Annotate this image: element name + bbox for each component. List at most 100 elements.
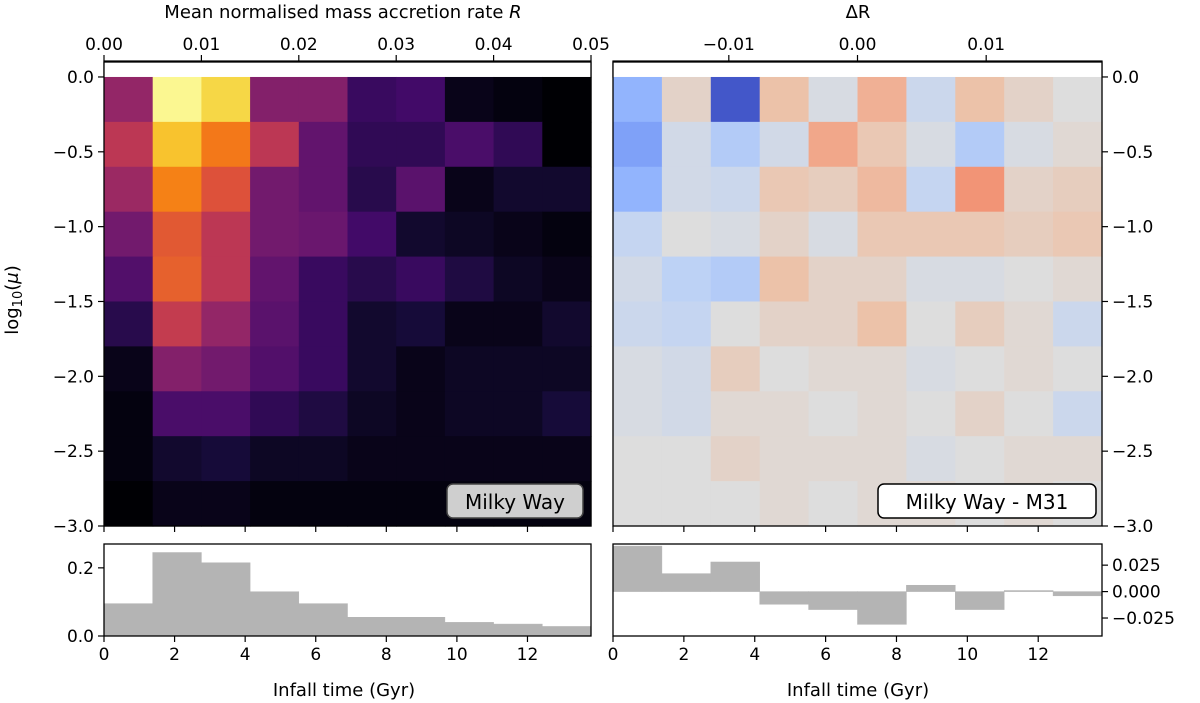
heatmap-cell-r2-c7 bbox=[444, 166, 495, 213]
panel-label-right-box bbox=[877, 483, 1097, 519]
marginal-bar-3 bbox=[249, 591, 300, 637]
y-tick-label: −2.0 bbox=[53, 367, 94, 387]
heatmap-cell-r2-c4 bbox=[298, 166, 349, 213]
y-tick-label: −2.5 bbox=[1112, 442, 1153, 462]
heatmap-cell-r7-c2 bbox=[201, 391, 251, 437]
heatmap-cell-r6-c7 bbox=[444, 346, 495, 392]
heatmap-cell-r1-c5 bbox=[857, 121, 907, 168]
panel-label-right: Milky Way - M31 bbox=[877, 483, 1097, 519]
heatmap-cell-r2-c7 bbox=[955, 166, 1005, 213]
marginal-bar-4 bbox=[808, 591, 858, 610]
heatmap-cell-r0-c9 bbox=[1053, 76, 1103, 123]
heatmap-cell-r2-c6 bbox=[396, 166, 446, 213]
x-axis-label-left: Infall time (Gyr) bbox=[273, 680, 415, 701]
heatmap-cell-r3-c1 bbox=[661, 211, 712, 258]
colorbar-tick-label: 0.04 bbox=[475, 35, 513, 55]
heatmap-cell-r8-c6 bbox=[396, 436, 446, 482]
heatmap-cell-r8-c9 bbox=[1053, 436, 1103, 482]
marginal-frame bbox=[103, 543, 592, 637]
marginal-bar-milky-way-minus-m31: 0.025 0.000 −0.025 0 2 4 6 8 10 12 bbox=[608, 543, 1175, 665]
heatmap-cell-r2-c5 bbox=[347, 166, 397, 213]
heatmap-cell-r0-c4 bbox=[808, 76, 859, 123]
heatmap-cell-r1-c2 bbox=[201, 121, 251, 168]
heatmap-cell-r0-c2 bbox=[201, 76, 251, 123]
heatmap-cell-r3-c5 bbox=[347, 211, 397, 258]
heatmap-cell-r1-c3 bbox=[250, 121, 300, 168]
heatmap-cell-r0-c9 bbox=[542, 76, 592, 123]
heatmap-cell-r9-c0 bbox=[104, 481, 154, 527]
heatmap-cell-r9-c0 bbox=[613, 481, 663, 527]
marginal-bar-9 bbox=[1052, 591, 1103, 597]
heatmap-cell-r9-c2 bbox=[201, 481, 251, 527]
heatmap-cell-r8-c2 bbox=[201, 436, 251, 482]
heatmap-cell-r6-c5 bbox=[347, 346, 397, 392]
x-tick-label: 10 bbox=[957, 645, 979, 665]
heatmap-frame bbox=[612, 61, 1103, 527]
heatmap-cell-r1-c1 bbox=[661, 121, 712, 168]
heatmap-cell-r8-c6 bbox=[906, 436, 956, 482]
heatmap-cell-r8-c5 bbox=[857, 436, 907, 482]
heatmap-cell-r2-c3 bbox=[250, 166, 300, 213]
heatmap-cell-r5-c4 bbox=[808, 301, 859, 347]
marginal-frame bbox=[612, 543, 1103, 637]
heatmap-cell-r1-c6 bbox=[396, 121, 446, 168]
heatmap-cell-r1-c4 bbox=[808, 121, 859, 168]
heatmap-cell-r5-c7 bbox=[444, 301, 495, 347]
heatmap-cell-r4-c0 bbox=[613, 256, 663, 303]
heatmap-cell-r5-c7 bbox=[955, 301, 1005, 347]
y-axis-label: log10(μ) bbox=[2, 265, 26, 335]
heatmap-cell-r3-c3 bbox=[759, 211, 810, 258]
panel-label-left: Milky Way bbox=[446, 483, 584, 519]
marginal-y-tick-label: 0.0 bbox=[67, 627, 94, 647]
marginal-y-tick-label: −0.025 bbox=[1112, 609, 1175, 629]
heatmap-cell-r7-c0 bbox=[104, 391, 154, 437]
heatmap-cell-r7-c0 bbox=[613, 391, 663, 437]
heatmap-cell-r0-c6 bbox=[396, 76, 446, 123]
y-tick-label: −1.0 bbox=[1112, 218, 1153, 238]
heatmap-cell-r7-c9 bbox=[542, 391, 592, 437]
heatmap-cell-r6-c4 bbox=[808, 346, 859, 392]
heatmap-cell-r3-c6 bbox=[396, 211, 446, 258]
heatmap-cell-r4-c6 bbox=[396, 256, 446, 303]
y-tick-label: 0.0 bbox=[67, 68, 94, 88]
marginal-bar-7 bbox=[444, 622, 494, 637]
y-tick-label: −1.5 bbox=[53, 292, 94, 312]
marginal-bar-5 bbox=[857, 591, 907, 625]
x-tick-label: 4 bbox=[240, 645, 251, 665]
x-tick-label: 2 bbox=[678, 645, 689, 665]
heatmap-cell-r7-c3 bbox=[250, 391, 300, 437]
heatmap-cell-r8-c5 bbox=[347, 436, 397, 482]
marginal-bar-1 bbox=[152, 552, 202, 637]
colorbar-tick-label: 0.01 bbox=[182, 35, 220, 55]
heatmap-cell-r8-c7 bbox=[955, 436, 1005, 482]
heatmap-cell-r1-c3 bbox=[759, 121, 810, 168]
heatmap-milky-way: 0.0 −0.5 −1.0 −1.5 −2.0 −2.5 −3.0 bbox=[53, 61, 592, 537]
heatmap-cell-r6-c6 bbox=[396, 346, 446, 392]
colorbar-tick-label: 0.02 bbox=[280, 35, 318, 55]
heatmap-cell-r5-c9 bbox=[542, 301, 592, 347]
heatmap-cell-r7-c5 bbox=[857, 391, 907, 437]
heatmap-cell-r9-c4 bbox=[298, 481, 349, 527]
heatmap-cell-r3-c9 bbox=[1053, 211, 1103, 258]
heatmap-cell-r5-c6 bbox=[906, 301, 956, 347]
heatmap-milky-way-minus-m31: 0.0 −0.5 −1.0 −1.5 −2.0 −2.5 −3.0 bbox=[612, 61, 1153, 537]
heatmap-cell-r6-c1 bbox=[152, 346, 202, 392]
marginal-bar-4 bbox=[298, 603, 348, 637]
heatmap-cell-r3-c8 bbox=[1004, 211, 1054, 258]
heatmap-cell-r3-c7 bbox=[444, 211, 495, 258]
heatmap-cell-r5-c1 bbox=[661, 301, 712, 347]
heatmap-cell-r8-c0 bbox=[104, 436, 154, 482]
x-axis-label-right: Infall time (Gyr) bbox=[787, 680, 929, 701]
heatmap-cell-r1-c5 bbox=[347, 121, 397, 168]
heatmap-cell-r1-c0 bbox=[104, 121, 154, 168]
colorbar-tick-label: 0.00 bbox=[839, 35, 877, 55]
heatmap-cell-r0-c5 bbox=[347, 76, 397, 123]
heatmap-cell-r0-c7 bbox=[955, 76, 1005, 123]
x-tick-label: 8 bbox=[381, 645, 392, 665]
heatmap-cell-r4-c8 bbox=[1004, 256, 1054, 303]
x-tick-label: 12 bbox=[1027, 645, 1049, 665]
heatmap-cell-r6-c0 bbox=[104, 346, 154, 392]
heatmap-cell-r7-c6 bbox=[396, 391, 446, 437]
heatmap-cell-r8-c0 bbox=[613, 436, 663, 482]
heatmap-cell-r2-c8 bbox=[493, 166, 543, 213]
